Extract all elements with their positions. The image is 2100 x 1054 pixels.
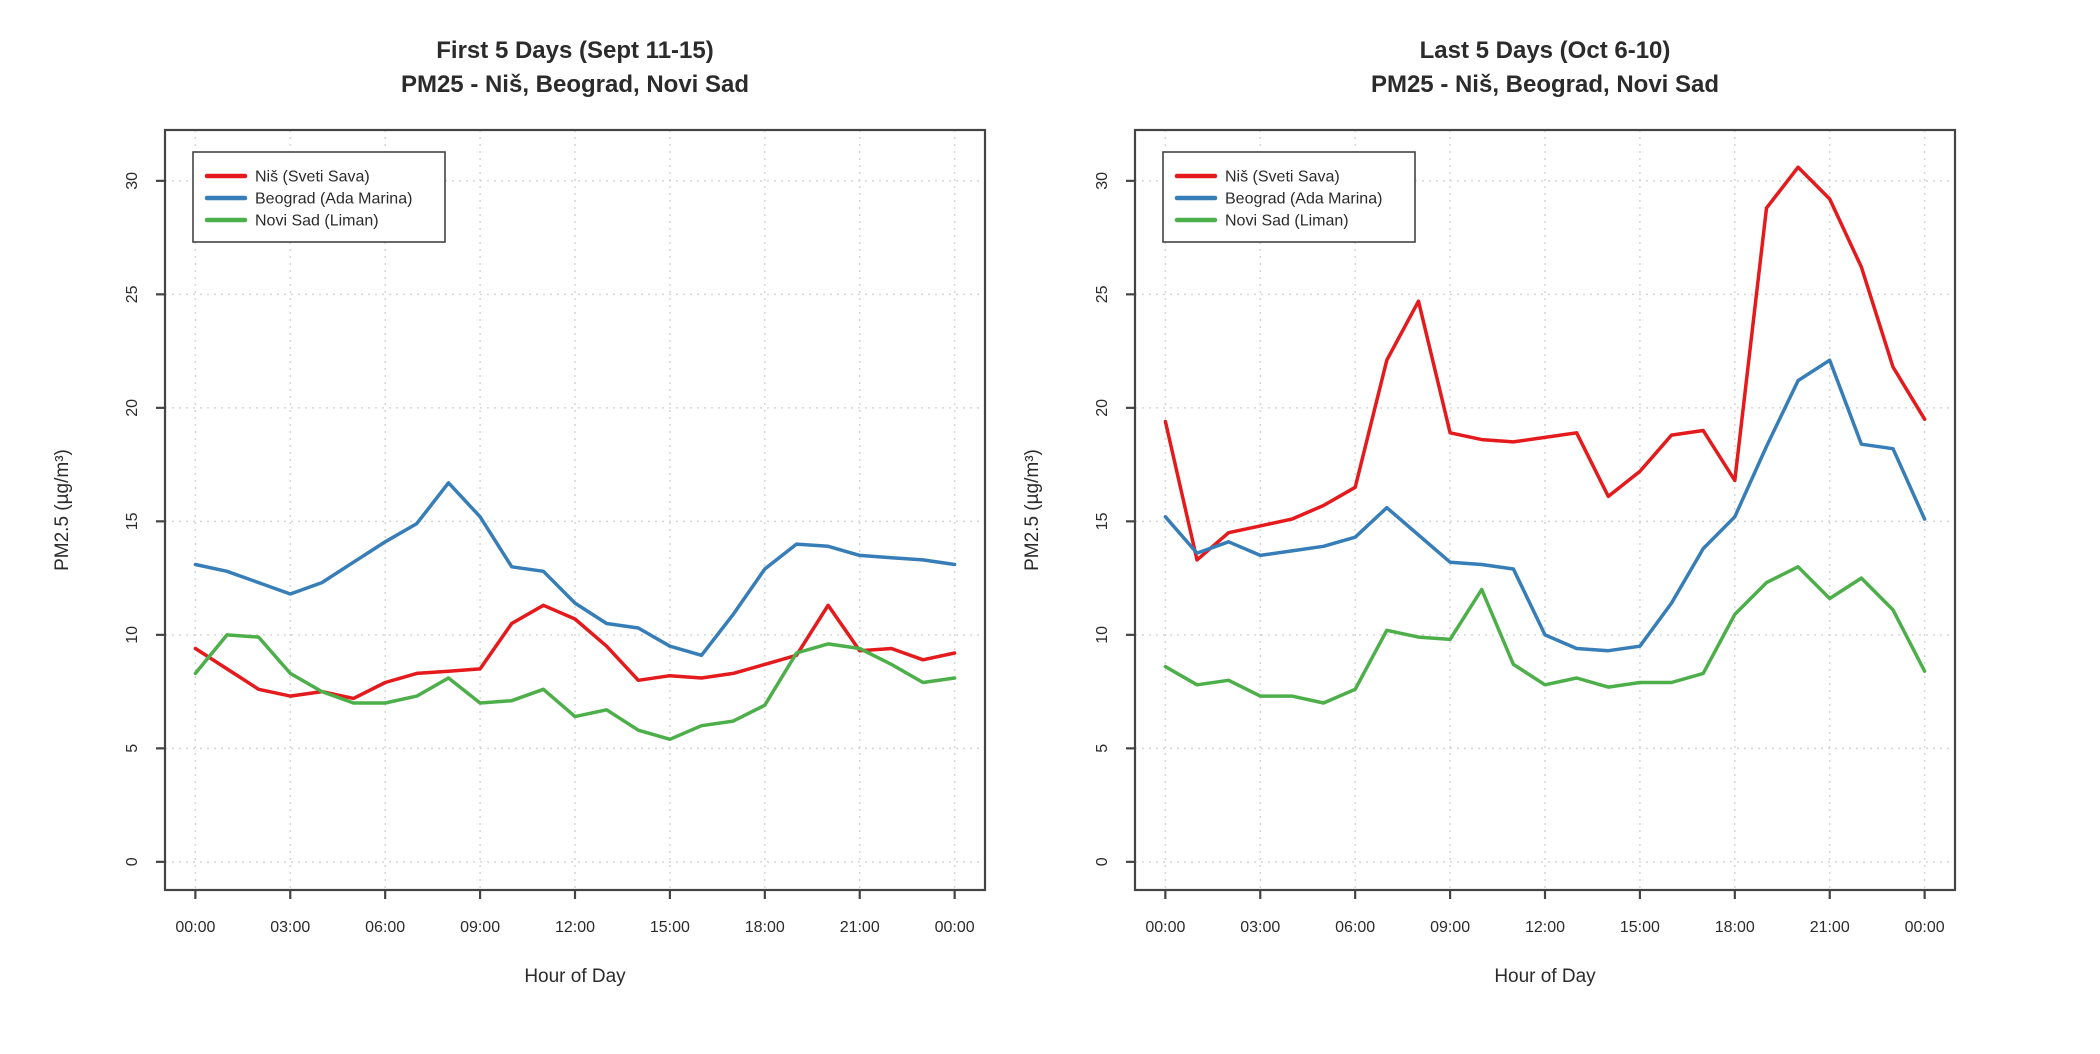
y-axis-label: PM2.5 (µg/m³): [1022, 449, 1043, 571]
y-tick-label: 25: [124, 285, 141, 303]
x-tick-label: 03:00: [1240, 919, 1280, 936]
x-tick-label: 12:00: [1525, 919, 1565, 936]
y-tick-label: 20: [1094, 399, 1111, 417]
y-tick-label: 10: [1094, 626, 1111, 644]
x-axis-label: Hour of Day: [1494, 966, 1596, 987]
y-tick-label: 30: [124, 172, 141, 190]
x-tick-label: 06:00: [365, 919, 405, 936]
x-tick-label: 09:00: [460, 919, 500, 936]
series-line-novi-sad-liman: [1163, 565, 1927, 705]
series-line-novi-sad-liman: [193, 633, 957, 742]
y-axis-label: PM2.5 (µg/m³): [52, 449, 73, 571]
y-tick-label: 20: [124, 399, 141, 417]
x-tick-label: 15:00: [1620, 919, 1660, 936]
legend-label-ni-sveti-sava: Niš (Sveti Sava): [255, 169, 370, 186]
legend-label-beograd-ada-marina: Beograd (Ada Marina): [255, 191, 412, 208]
y-tick-label: 10: [124, 626, 141, 644]
y-tick-label: 30: [1094, 172, 1111, 190]
y-tick-label: 0: [124, 857, 141, 866]
chart-title-line2: PM25 - Niš, Beograd, Novi Sad: [1371, 71, 1719, 98]
y-tick-label: 15: [1094, 512, 1111, 530]
grid: [165, 130, 985, 890]
legend-label-novi-sad-liman: Novi Sad (Liman): [1225, 213, 1349, 230]
axis-ticks: [1126, 179, 1926, 899]
x-axis-label: Hour of Day: [524, 966, 626, 987]
grid: [1135, 130, 1955, 890]
y-tick-label: 0: [1094, 857, 1111, 866]
x-tick-label: 09:00: [1430, 919, 1470, 936]
x-tick-label: 15:00: [650, 919, 690, 936]
legend: Niš (Sveti Sava) Beograd (Ada Marina) Novi…: [1162, 151, 1416, 243]
panel-last-5-days: 0 5 10 15 20 25 30 00:00 03:00 06:00 09:00 12:00 15:…: [1022, 37, 1957, 987]
x-tick-label: 21:00: [840, 919, 880, 936]
x-tick-label: 21:00: [1810, 919, 1850, 936]
panel-first-5-days: 0 5 10 15 20 25 30 00:00 03:00 06:00 09:00 12:00 15:…: [52, 37, 987, 987]
y-tick-label: 15: [124, 512, 141, 530]
y-tick-label: 25: [1094, 285, 1111, 303]
x-tick-label: 00:00: [1145, 919, 1185, 936]
x-tick-label: 06:00: [1335, 919, 1375, 936]
legend-label-beograd-ada-marina: Beograd (Ada Marina): [1225, 191, 1382, 208]
x-tick-label: 00:00: [935, 919, 975, 936]
x-tick-label: 18:00: [1715, 919, 1755, 936]
y-tick-label: 5: [1094, 744, 1111, 753]
chart-title-line1: Last 5 Days (Oct 6-10): [1420, 37, 1671, 64]
series-line-beograd-ada-marina: [193, 481, 957, 658]
x-tick-label: 00:00: [1905, 919, 1945, 936]
x-tick-label: 03:00: [270, 919, 310, 936]
legend-label-novi-sad-liman: Novi Sad (Liman): [255, 213, 379, 230]
y-tick-label: 5: [124, 744, 141, 753]
legend: Niš (Sveti Sava) Beograd (Ada Marina) Novi…: [192, 151, 446, 243]
chart-title-line1: First 5 Days (Sept 11-15): [436, 37, 713, 64]
legend-label-ni-sveti-sava: Niš (Sveti Sava): [1225, 169, 1340, 186]
series-line-beograd-ada-marina: [1163, 358, 1927, 653]
x-tick-label: 18:00: [745, 919, 785, 936]
x-tick-label: 12:00: [555, 919, 595, 936]
axis-ticks: [156, 179, 956, 899]
chart-title-line2: PM25 - Niš, Beograd, Novi Sad: [401, 71, 749, 98]
series-line-ni-sveti-sava: [1163, 165, 1927, 562]
x-tick-label: 00:00: [175, 919, 215, 936]
